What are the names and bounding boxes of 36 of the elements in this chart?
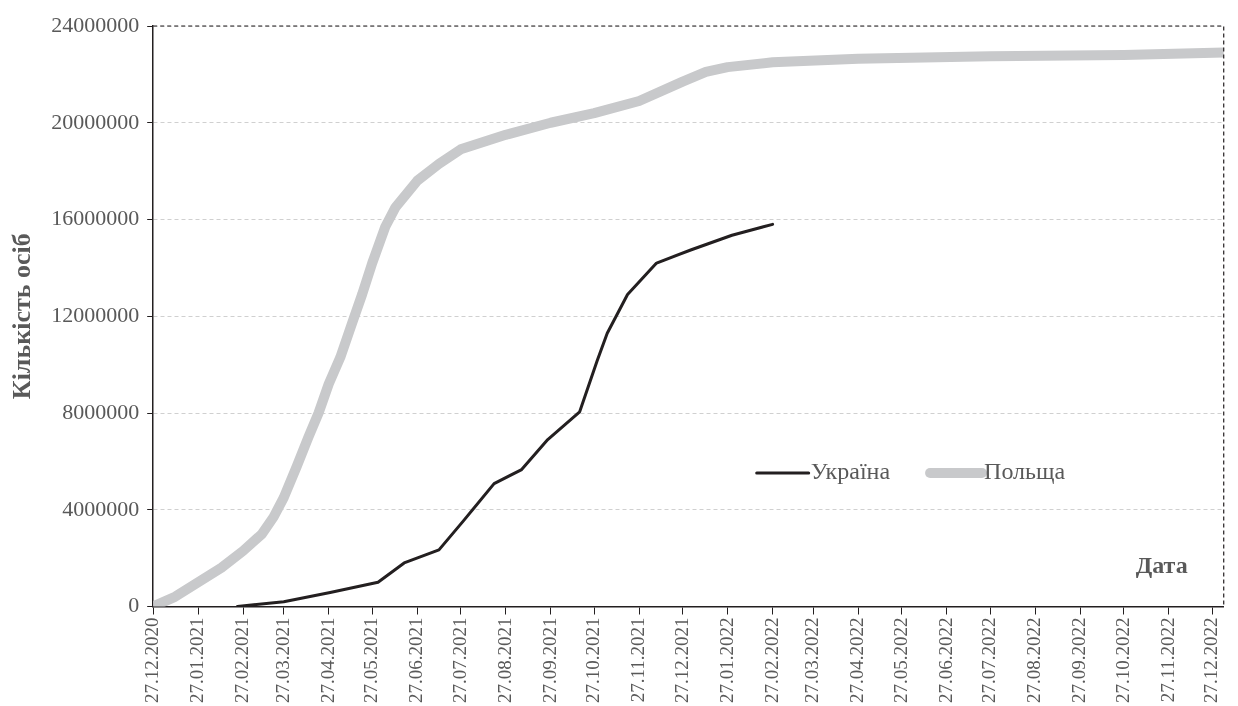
x-tick-label: 27.09.2022 [1068, 617, 1090, 703]
x-tick-label: 27.05.2022 [889, 617, 911, 703]
y-tick-label: 20000000 [51, 108, 140, 134]
x-tick-label: 27.04.2021 [316, 617, 338, 703]
x-tick-label: 27.02.2021 [231, 617, 253, 703]
x-tick-label: 27.01.2022 [715, 617, 737, 703]
y-axis-title: Кількість осіб [7, 233, 37, 400]
x-tick-label: 27.07.2021 [448, 617, 470, 703]
y-tick-label: 4000000 [62, 495, 140, 521]
x-tick-label: 27.08.2021 [493, 617, 515, 703]
y-tick-label: 24000000 [51, 11, 140, 37]
x-tick-label: 27.12.2020 [141, 617, 163, 703]
x-tick-label: 27.04.2022 [846, 617, 868, 703]
x-tick-label: 27.09.2021 [538, 617, 560, 703]
x-tick-label: 27.07.2022 [978, 617, 1000, 703]
x-tick-label: 27.12.2021 [670, 617, 692, 703]
legend-label: Україна [810, 458, 891, 485]
legend-label: Польща [984, 458, 1066, 485]
x-axis-title: Дата [1135, 551, 1188, 578]
x-tick-label: 27.08.2022 [1023, 617, 1045, 703]
y-tick-label: 12000000 [51, 302, 140, 328]
x-tick-label: 27.11.2021 [627, 617, 649, 703]
y-tick-label: 8000000 [62, 398, 140, 424]
x-tick-label: 27.03.2021 [271, 617, 293, 703]
x-tick-label: 27.06.2021 [405, 617, 427, 703]
x-tick-label: 27.03.2022 [801, 617, 823, 703]
x-tick-label: 27.10.2021 [582, 617, 604, 703]
x-tick-label: 27.10.2022 [1111, 617, 1133, 703]
x-tick-label: 27.06.2022 [934, 617, 956, 703]
x-tick-label: 27.11.2022 [1156, 617, 1178, 703]
y-tick-label: 16000000 [51, 205, 140, 231]
x-tick-label: 27.01.2021 [186, 617, 208, 703]
x-tick-label: 27.12.2022 [1200, 617, 1222, 703]
y-tick-label: 0 [128, 592, 140, 618]
x-tick-label: 27.02.2022 [760, 617, 782, 703]
x-tick-label: 27.05.2021 [360, 617, 382, 703]
